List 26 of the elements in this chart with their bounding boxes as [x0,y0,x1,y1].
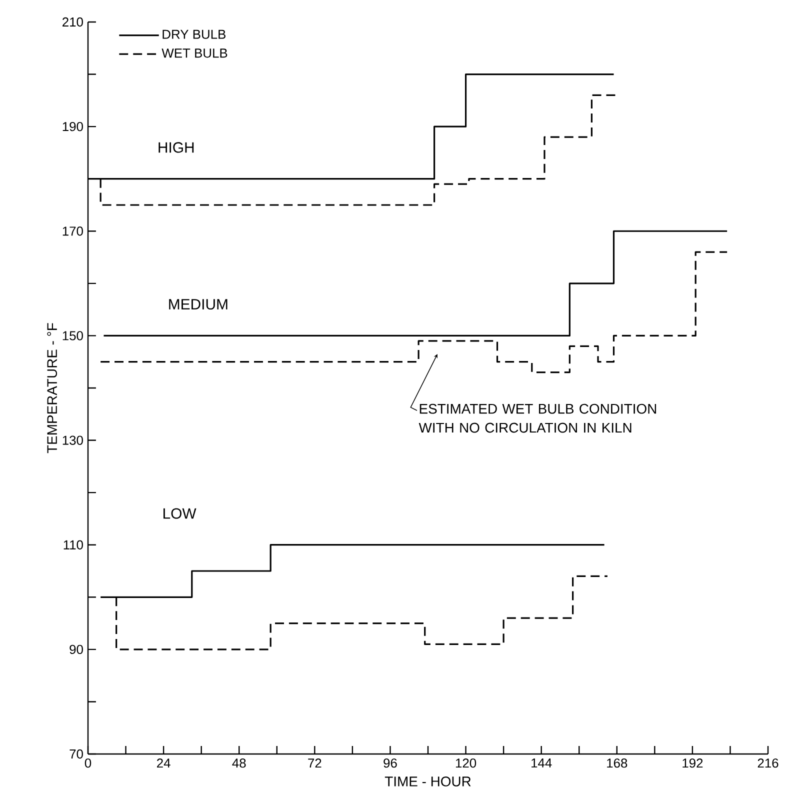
y-axis-title: TEMPERATURE - °F [47,323,58,454]
annotation: LOW [163,508,196,519]
x-tick-label: 48 [232,758,246,768]
x-tick-label: 216 [758,758,778,768]
y-tick-label: 70 [70,749,83,759]
x-tick-label: 72 [308,758,322,768]
x-tick-label: 144 [532,758,552,768]
annotation: MEDIUM [169,299,228,310]
legend-label: DRY BULB [162,30,226,39]
x-tick-label: 192 [682,758,703,768]
y-tick-label: 150 [62,331,83,340]
annotation: ESTIMATED WET BULB CONDITION WITH NO CIRCULATION IN KILN [418,404,656,433]
x-tick-label: 120 [456,758,476,768]
x-axis-title: TIME - HOUR [384,776,471,786]
y-tick-label: 210 [62,17,83,27]
y-tick-label: 90 [70,644,83,654]
y-tick-label: 110 [64,540,83,550]
y-tick-label: 130 [62,436,83,445]
x-tick-label: 96 [384,758,397,768]
y-tick-label: 190 [62,122,83,132]
x-tick-label: 24 [157,758,170,768]
annotation: HIGH [158,142,194,153]
legend-label: WET BULB [162,48,228,58]
x-tick-label: 168 [607,758,628,768]
x-tick-label: 0 [84,758,92,768]
y-tick-label: 170 [62,226,83,236]
